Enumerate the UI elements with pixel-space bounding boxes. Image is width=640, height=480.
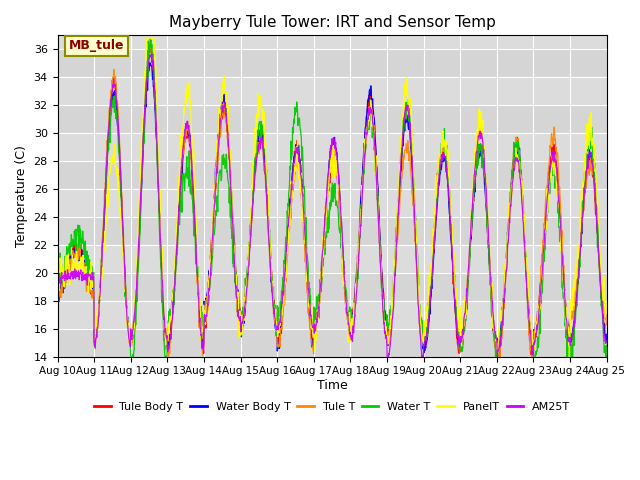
Bar bbox=[58, 105, 607, 133]
Bar bbox=[58, 329, 607, 357]
Bar bbox=[58, 49, 607, 77]
X-axis label: Time: Time bbox=[317, 379, 348, 392]
Legend: Tule Body T, Water Body T, Tule T, Water T, PanelT, AM25T: Tule Body T, Water Body T, Tule T, Water… bbox=[90, 397, 575, 417]
Title: Mayberry Tule Tower: IRT and Sensor Temp: Mayberry Tule Tower: IRT and Sensor Temp bbox=[168, 15, 495, 30]
Bar bbox=[58, 273, 607, 301]
Bar bbox=[58, 217, 607, 245]
Bar bbox=[58, 161, 607, 189]
Y-axis label: Temperature (C): Temperature (C) bbox=[15, 145, 28, 247]
Text: MB_tule: MB_tule bbox=[68, 39, 124, 52]
